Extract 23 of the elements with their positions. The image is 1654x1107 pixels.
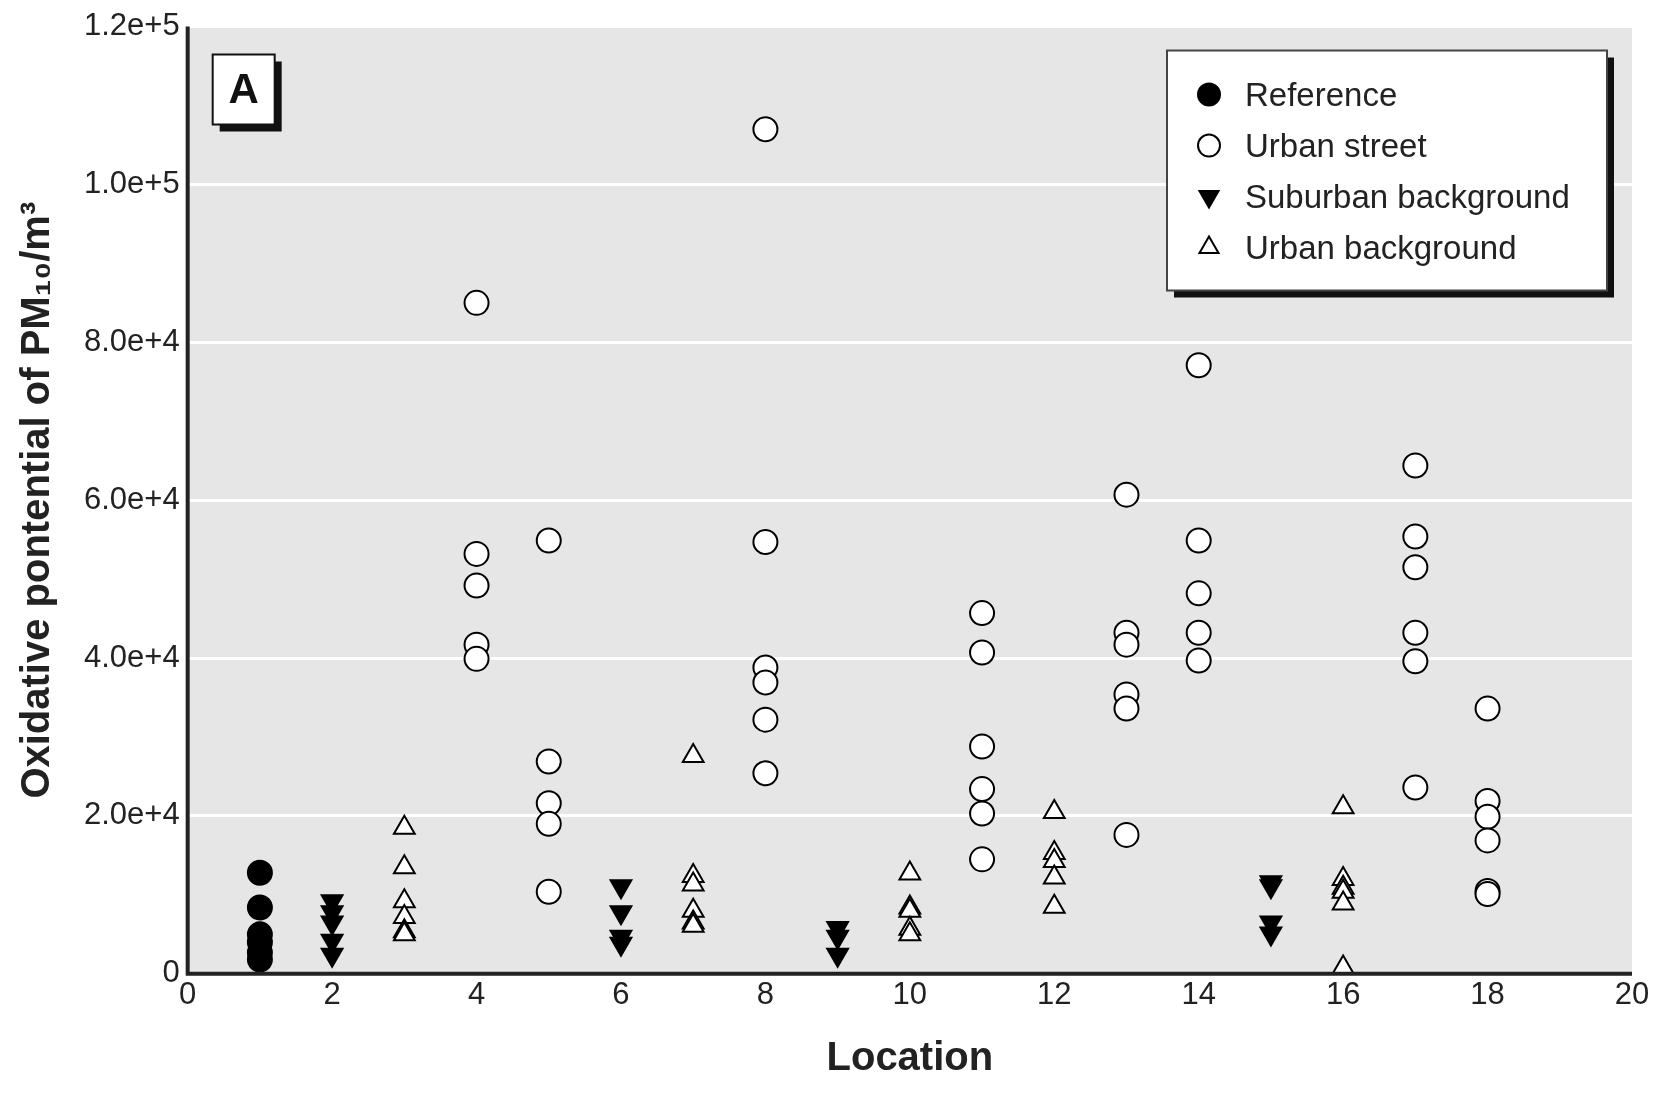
legend-label: Urban background [1245,228,1517,266]
x-tick-label: 6 [612,975,630,1011]
x-axis-title: Location [826,1034,994,1079]
y-axis-title: Oxidative pontential of PM₁₀/m³ [13,201,58,799]
x-tick-label: 16 [1325,975,1361,1011]
y-tick-label: 4.0e+4 [83,638,180,674]
x-tick-label: 12 [1037,975,1072,1011]
legend-label: Suburban background [1245,177,1570,215]
x-tick-label: 2 [323,975,341,1011]
y-tick-label: 6.0e+4 [83,480,180,516]
y-tick-label: 1.2e+5 [83,7,180,43]
x-tick-label: 10 [892,975,928,1011]
y-tick-label: 2.0e+4 [83,796,180,832]
annotation: A [228,65,259,113]
y-tick-label: 1.0e+5 [83,165,180,201]
y-tick-label: 8.0e+4 [83,322,180,358]
x-tick-label: 8 [756,975,775,1011]
legend-label: Urban street [1245,126,1427,164]
x-tick-label: 20 [1614,975,1650,1011]
x-tick-label: 14 [1181,975,1216,1011]
x-tick-label: 18 [1470,975,1505,1011]
legend-label: Reference [1245,75,1398,113]
x-tick-label: 4 [467,975,486,1011]
